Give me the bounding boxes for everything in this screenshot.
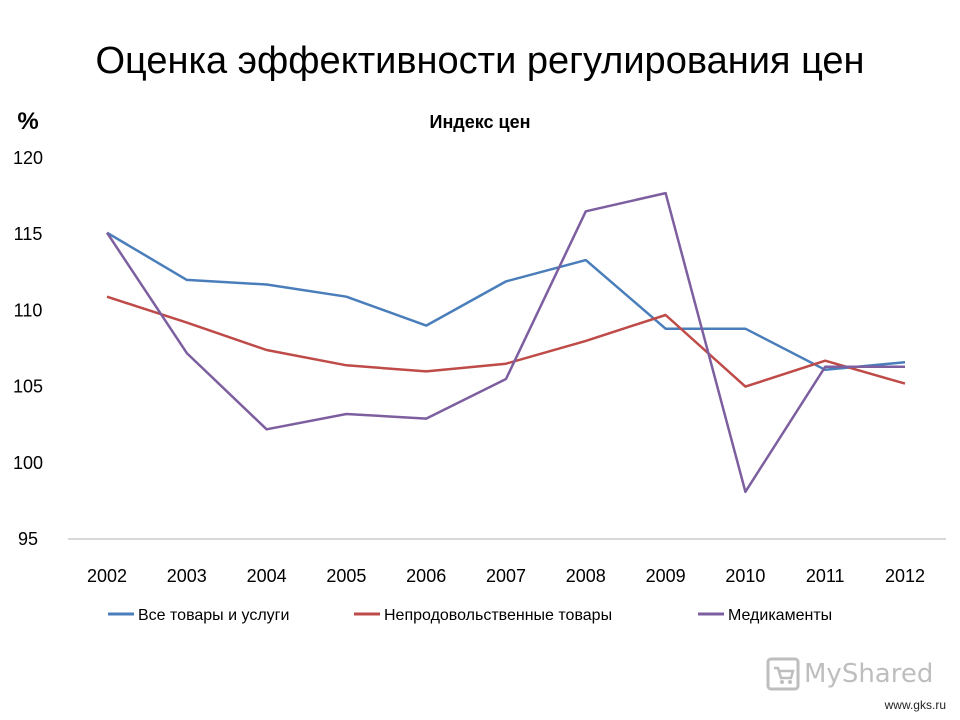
y-tick-label: 110 (14, 300, 43, 320)
x-tick-label: 2007 (486, 566, 526, 586)
legend: Все товары и услуги Непродовольственные т… (108, 607, 832, 624)
legend-label: Медикаменты (728, 607, 832, 624)
y-tick-label: 105 (13, 377, 43, 397)
chart-title: Индекс цен (430, 112, 531, 132)
mysharedlogo: MyShared (766, 656, 933, 692)
x-tick-label: 2005 (326, 566, 366, 586)
x-axis-ticks: 2002 2003 2004 2005 2006 2007 2008 2009 2010 2011… (87, 566, 925, 586)
x-tick-label: 2008 (566, 566, 606, 586)
x-tick-label: 2009 (646, 566, 686, 586)
x-tick-label: 2006 (406, 566, 446, 586)
y-tick-label: 100 (13, 453, 43, 473)
y-axis-unit-label: % (17, 108, 38, 135)
watermark-text: MyShared (804, 659, 934, 689)
y-tick-label: 120 (13, 148, 43, 168)
y-axis-ticks: 95 100 105 110 115 120 (13, 148, 43, 549)
x-tick-label: 2003 (167, 566, 207, 586)
x-tick-label: 2004 (247, 566, 287, 586)
x-tick-label: 2010 (725, 566, 765, 586)
x-tick-label: 2011 (806, 566, 845, 586)
slide-title: Оценка эффективности регулирования цен (95, 40, 865, 82)
legend-label: Непродовольственные товары (384, 607, 612, 624)
legend-label: Все товары и услуги (138, 607, 289, 624)
y-tick-label: 95 (18, 529, 38, 549)
series-lines (105, 191, 906, 494)
cart-icon (766, 657, 800, 691)
x-tick-label: 2012 (885, 566, 925, 586)
x-tick-label: 2002 (87, 566, 127, 586)
series-line (106, 231, 906, 372)
series-line (105, 191, 905, 494)
series-line (106, 295, 906, 388)
y-tick-label: 115 (14, 224, 43, 244)
source-label: www.gks.ru (884, 698, 946, 712)
